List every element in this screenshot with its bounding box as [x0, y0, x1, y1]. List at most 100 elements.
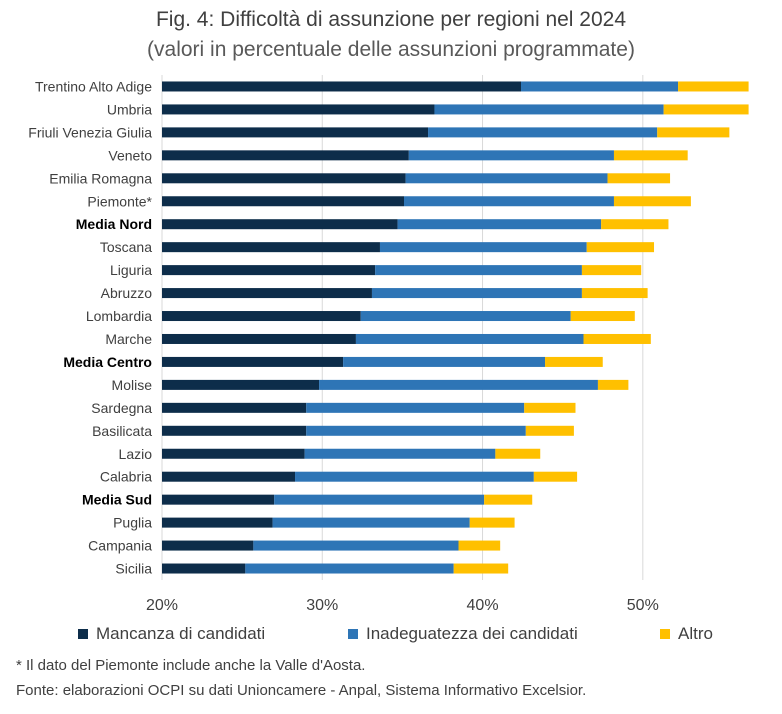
bar-segment-inadeguatezza: [306, 425, 526, 436]
bar-segment-mancanza: [162, 448, 305, 459]
bar-segment-mancanza: [162, 196, 405, 207]
x-tick-label: 50%: [627, 597, 659, 614]
category-label: Trentino Alto Adige: [35, 78, 152, 94]
category-label: Campania: [88, 538, 152, 554]
bar-segment-inadeguatezza: [360, 311, 571, 322]
bar-segment-mancanza: [162, 173, 406, 184]
bar-segment-mancanza: [162, 356, 344, 367]
bar-segment-altro: [657, 127, 730, 138]
category-label: Toscana: [100, 239, 152, 255]
x-tick-label: 30%: [306, 597, 338, 614]
bar-segment-inadeguatezza: [371, 288, 582, 299]
bar-segment-inadeguatezza: [428, 127, 658, 138]
bar-segment-mancanza: [162, 288, 372, 299]
bar-segment-inadeguatezza: [404, 196, 614, 207]
category-label: Media Sud: [82, 492, 152, 508]
footnote: * Il dato del Piemonte include anche la …: [16, 657, 366, 674]
legend-item-inadeguatezza: Inadeguatezza dei candidati: [348, 624, 578, 644]
bar-segment-mancanza: [162, 242, 380, 253]
bar-segment-mancanza: [162, 81, 522, 92]
bar-segment-inadeguatezza: [306, 402, 525, 413]
bar-segment-altro: [524, 402, 576, 413]
bar-segment-mancanza: [162, 150, 409, 161]
category-label: Basilicata: [92, 423, 152, 439]
bar-segment-inadeguatezza: [274, 494, 485, 505]
bar-segment-mancanza: [162, 563, 246, 574]
bar-segment-inadeguatezza: [434, 104, 664, 115]
legend-item-altro: Altro: [660, 624, 713, 644]
chart-title: Fig. 4: Difficoltà di assunzione per reg…: [155, 8, 627, 31]
bar-segment-inadeguatezza: [295, 471, 534, 482]
bar-segment-altro: [458, 540, 501, 551]
category-label: Veneto: [108, 147, 152, 163]
chart-subtitle: (valori in percentuale delle assunzioni …: [147, 38, 635, 61]
bar-segment-altro: [583, 333, 651, 344]
bar-segment-mancanza: [162, 265, 376, 276]
bar-segment-inadeguatezza: [343, 356, 546, 367]
source-note: Fonte: elaborazioni OCPI su dati Unionca…: [16, 682, 587, 699]
bar-segment-altro: [678, 81, 749, 92]
category-label: Calabria: [100, 469, 152, 485]
bar-segment-mancanza: [162, 104, 435, 115]
legend: Mancanza di candidati Inadeguatezza dei …: [0, 624, 782, 648]
category-label: Lazio: [119, 446, 153, 462]
bar-segment-altro: [597, 379, 629, 390]
bar-segment-altro: [495, 448, 541, 459]
bar-segment-altro: [601, 219, 669, 230]
bar-segment-altro: [607, 173, 671, 184]
category-label: Media Nord: [76, 216, 152, 232]
chart-area: 20% 30% 40% 50% Trentino Alto Adige Umbria Fri…: [28, 75, 749, 614]
bar-segment-mancanza: [162, 219, 398, 230]
bar-segment-inadeguatezza: [272, 517, 470, 528]
bar-segment-inadeguatezza: [405, 173, 608, 184]
bar-segment-mancanza: [162, 333, 356, 344]
category-label: Umbria: [107, 101, 152, 117]
bar-segment-inadeguatezza: [521, 81, 679, 92]
bar-segment-mancanza: [162, 127, 429, 138]
bar-segment-mancanza: [162, 402, 307, 413]
bar-segment-altro: [581, 288, 648, 299]
category-label: Sicilia: [115, 561, 152, 577]
bar-segment-altro: [533, 471, 578, 482]
category-label: Friuli Venezia Giulia: [28, 124, 152, 140]
legend-swatch-mancanza: [78, 629, 88, 639]
bar-segment-mancanza: [162, 425, 307, 436]
x-tick-label: 20%: [146, 597, 178, 614]
bar-segment-altro: [453, 563, 509, 574]
bar-segment-altro: [613, 150, 688, 161]
legend-label-inadeguatezza: Inadeguatezza dei candidati: [366, 624, 578, 643]
bar-segment-altro: [484, 494, 533, 505]
bar-segment-altro: [581, 265, 642, 276]
bar-segment-altro: [545, 356, 603, 367]
bar-segment-inadeguatezza: [379, 242, 587, 253]
bar-segment-altro: [586, 242, 655, 253]
bar-segment-mancanza: [162, 379, 320, 390]
category-label: Sardegna: [91, 400, 152, 416]
bar-segment-altro: [570, 311, 635, 322]
category-label: Media Centro: [63, 354, 152, 370]
x-tick-label: 40%: [467, 597, 499, 614]
category-label: Piemonte*: [87, 193, 152, 209]
bar-segment-altro: [613, 196, 691, 207]
bar-segment-inadeguatezza: [375, 265, 582, 276]
bar-segment-inadeguatezza: [408, 150, 614, 161]
legend-label-altro: Altro: [678, 624, 713, 643]
legend-swatch-inadeguatezza: [348, 629, 358, 639]
bar-segment-altro: [663, 104, 749, 115]
bar-segment-mancanza: [162, 311, 361, 322]
bar-segment-inadeguatezza: [253, 540, 459, 551]
legend-label-mancanza: Mancanza di candidati: [96, 624, 266, 643]
bar-segment-inadeguatezza: [397, 219, 602, 230]
bar-segment-inadeguatezza: [355, 333, 584, 344]
legend-item-mancanza: Mancanza di candidati: [78, 624, 265, 644]
category-label: Marche: [105, 331, 152, 347]
category-label: Puglia: [113, 515, 152, 531]
bar-segment-inadeguatezza: [245, 563, 454, 574]
bar-segment-mancanza: [162, 517, 273, 528]
category-label: Molise: [112, 377, 153, 393]
category-label: Lombardia: [86, 308, 152, 324]
category-label: Emilia Romagna: [49, 170, 152, 186]
bar-segment-altro: [469, 517, 515, 528]
category-label: Abruzzo: [101, 285, 153, 301]
legend-swatch-altro: [660, 629, 670, 639]
